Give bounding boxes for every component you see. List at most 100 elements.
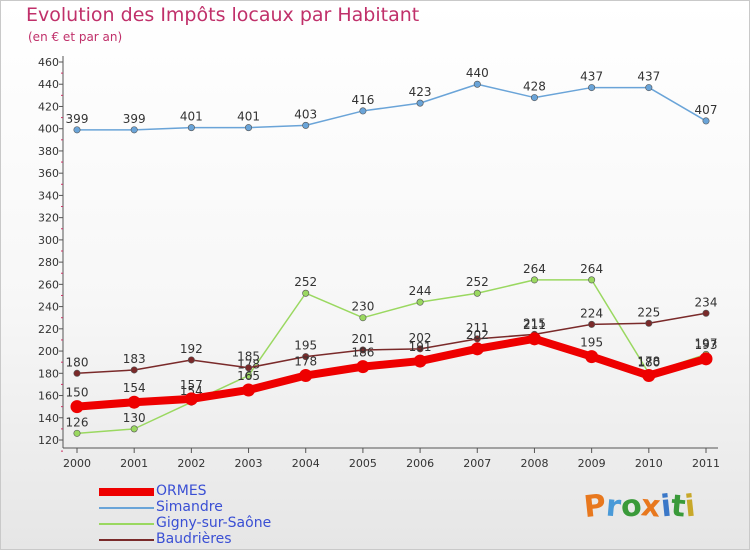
data-label: 180 bbox=[637, 355, 660, 369]
data-label: 197 bbox=[695, 336, 718, 350]
data-label: 225 bbox=[637, 305, 660, 319]
chart-title: Evolution des Impôts locaux par Habitant bbox=[26, 4, 420, 26]
data-label: 264 bbox=[523, 262, 546, 276]
data-point bbox=[302, 353, 310, 361]
data-point bbox=[359, 107, 367, 115]
data-label: 416 bbox=[351, 93, 374, 107]
data-point bbox=[302, 121, 310, 129]
chart-legend: ORMES Simandre Gigny-sur-Saône Baudrières bbox=[99, 483, 359, 548]
data-point bbox=[702, 117, 710, 125]
data-point bbox=[645, 84, 653, 92]
x-tick-label: 2003 bbox=[235, 457, 263, 470]
data-point bbox=[299, 369, 313, 383]
data-label: 192 bbox=[180, 342, 203, 356]
x-tick-label: 2004 bbox=[292, 457, 320, 470]
data-label: 423 bbox=[409, 85, 432, 99]
data-label: 202 bbox=[466, 328, 489, 342]
data-label: 215 bbox=[523, 316, 546, 330]
y-tick-label: 380 bbox=[38, 145, 59, 158]
legend-swatch bbox=[99, 488, 154, 496]
data-label: 183 bbox=[123, 352, 146, 366]
series-line bbox=[76, 312, 707, 375]
data-label: 440 bbox=[466, 66, 489, 80]
data-label: 437 bbox=[580, 70, 603, 84]
data-label: 130 bbox=[123, 411, 146, 425]
data-label: 185 bbox=[237, 350, 260, 364]
data-point bbox=[642, 369, 656, 383]
x-tick-label: 2009 bbox=[578, 457, 606, 470]
data-point bbox=[530, 94, 538, 102]
data-point bbox=[527, 332, 541, 346]
data-label: 399 bbox=[123, 112, 146, 126]
x-tick-label: 2011 bbox=[692, 457, 720, 470]
data-point bbox=[70, 400, 84, 414]
data-label: 157 bbox=[180, 378, 203, 392]
data-label: 211 bbox=[523, 318, 546, 332]
data-point bbox=[413, 354, 427, 368]
y-tick-label: 180 bbox=[38, 367, 59, 380]
data-label: 252 bbox=[294, 275, 317, 289]
y-tick-label: 260 bbox=[38, 278, 59, 291]
data-point bbox=[470, 342, 484, 356]
x-tick-label: 2001 bbox=[120, 457, 148, 470]
y-tick-label: 160 bbox=[38, 390, 59, 403]
data-point bbox=[588, 276, 596, 284]
y-tick-label: 280 bbox=[38, 256, 59, 269]
data-point bbox=[702, 309, 710, 317]
data-label: 401 bbox=[180, 110, 203, 124]
data-point bbox=[416, 99, 424, 107]
data-point bbox=[588, 84, 596, 92]
legend-label: Gigny-sur-Saône bbox=[156, 515, 272, 531]
data-label: 401 bbox=[237, 110, 260, 124]
legend-swatch bbox=[99, 539, 154, 541]
data-point bbox=[130, 366, 138, 374]
y-tick-label: 420 bbox=[38, 100, 59, 113]
data-label: 126 bbox=[66, 415, 89, 429]
legend-item: Baudrières bbox=[99, 531, 359, 548]
data-label: 154 bbox=[123, 381, 146, 395]
data-point bbox=[130, 126, 138, 134]
x-tick-label: 2005 bbox=[349, 457, 377, 470]
logo-letter: i bbox=[683, 488, 698, 525]
data-point bbox=[359, 346, 367, 354]
data-label: 150 bbox=[66, 386, 89, 400]
data-label: 224 bbox=[580, 306, 603, 320]
data-label: 230 bbox=[351, 300, 374, 314]
data-label: 211 bbox=[466, 321, 489, 335]
data-point bbox=[127, 395, 141, 409]
data-label: 244 bbox=[409, 284, 432, 298]
legend-item: ORMES bbox=[99, 483, 359, 500]
y-tick-label: 360 bbox=[38, 167, 59, 180]
x-tick-label: 2000 bbox=[63, 457, 91, 470]
proxiti-logo: Proxiti bbox=[582, 488, 698, 525]
data-point bbox=[473, 335, 481, 343]
x-tick-label: 2006 bbox=[406, 457, 434, 470]
y-tick-label: 440 bbox=[38, 78, 59, 91]
data-point bbox=[473, 289, 481, 297]
y-tick-label: 200 bbox=[38, 345, 59, 358]
data-point bbox=[245, 124, 253, 132]
legend-label: Simandre bbox=[156, 499, 223, 515]
x-tick-label: 2010 bbox=[635, 457, 663, 470]
y-tick-label: 320 bbox=[38, 212, 59, 225]
data-label: 191 bbox=[409, 340, 432, 354]
chart-subtitle: (en € et par an) bbox=[28, 30, 123, 44]
data-label: 180 bbox=[66, 355, 89, 369]
data-label: 195 bbox=[580, 336, 603, 350]
data-label: 437 bbox=[637, 70, 660, 84]
data-label: 186 bbox=[351, 346, 374, 360]
x-tick-label: 2002 bbox=[177, 457, 205, 470]
data-point bbox=[473, 80, 481, 88]
data-point bbox=[187, 124, 195, 132]
y-tick-label: 140 bbox=[38, 412, 59, 425]
data-point bbox=[699, 352, 713, 366]
data-point bbox=[130, 425, 138, 433]
x-tick-label: 2008 bbox=[520, 457, 548, 470]
legend-label: ORMES bbox=[156, 483, 207, 499]
data-label: 201 bbox=[351, 332, 374, 346]
x-tick-label: 2007 bbox=[463, 457, 491, 470]
legend-label: Baudrières bbox=[156, 531, 232, 547]
y-tick-label: 220 bbox=[38, 323, 59, 336]
